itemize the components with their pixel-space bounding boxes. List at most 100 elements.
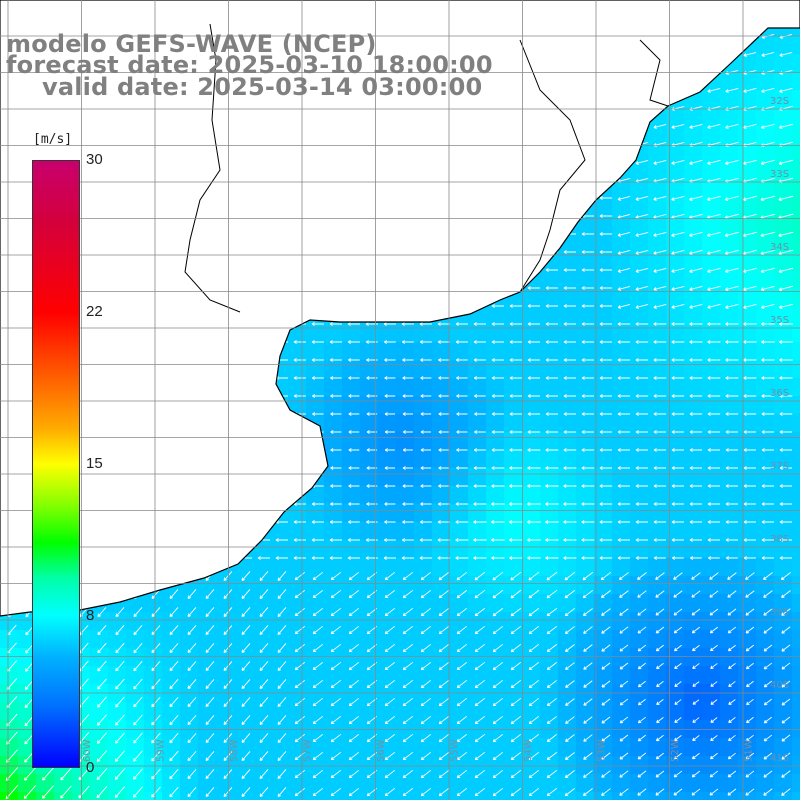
wind-arrow [275,538,289,542]
wind-arrow [474,679,486,689]
wind-arrow [241,697,251,707]
wind-arrow [473,376,486,380]
field-cell [468,558,487,577]
wind-arrow [565,752,575,760]
field-cell [162,774,181,793]
wind-arrow [707,249,721,255]
field-cell [702,486,721,505]
wind-arrow [546,680,557,689]
wind-arrow [420,502,432,506]
wind-arrow [205,751,215,761]
field-cell [450,486,469,505]
wind-arrow [725,358,739,362]
wind-arrow [348,571,360,581]
field-cell [666,702,685,721]
field-cell [342,432,361,451]
wind-arrow [635,394,649,398]
field-cell [540,576,559,595]
wind-arrow [348,661,360,671]
wind-arrow [456,571,468,581]
field-cell [720,396,739,415]
wind-arrow [742,285,757,292]
wind-arrow [763,752,773,760]
field-cell [396,792,415,800]
field-cell [756,612,775,631]
field-cell [594,702,613,721]
field-cell [630,774,649,793]
wind-arrow [510,589,522,599]
field-cell [684,522,703,541]
wind-arrow [565,680,575,688]
field-cell [270,540,289,559]
wind-arrow [456,466,468,470]
wind-arrow [384,571,396,581]
legend-tick-30: 30 [86,151,103,168]
field-cell [576,594,595,613]
field-cell [774,594,793,613]
wind-arrow [293,556,307,560]
wind-arrow [564,607,576,617]
field-cell [486,540,505,559]
field-cell [558,594,577,613]
field-cell [504,558,523,577]
field-cell [450,774,469,793]
wind-arrow [673,626,683,634]
field-cell [684,162,703,181]
wind-arrow [781,680,791,688]
field-cell [630,180,649,199]
field-cell [306,522,325,541]
field-cell [108,666,127,685]
field-cell [468,756,487,775]
wind-arrow [492,643,504,653]
wind-arrow [277,715,287,725]
field-cell [108,774,127,793]
wind-arrow [492,697,504,707]
field-cell [486,360,505,379]
wind-arrow [438,715,450,725]
wind-arrow [707,322,721,326]
wind-arrow [707,376,721,380]
wind-arrow [205,625,215,635]
wind-arrow [528,787,540,797]
wind-arrow [277,769,287,779]
wind-arrow [563,304,577,308]
wind-arrow [599,322,613,326]
field-cell [558,666,577,685]
wind-arrow [241,589,251,599]
wind-arrow [384,787,396,797]
wind-arrow [97,624,107,636]
wind-arrow [781,608,791,616]
wind-arrow [205,787,215,797]
field-cell [792,144,800,163]
field-cell [198,756,217,775]
field-cell [630,630,649,649]
field-cell [576,612,595,631]
wind-arrow [365,556,379,560]
wind-arrow [617,286,631,291]
wind-arrow [583,716,593,724]
wind-arrow [384,715,396,725]
wind-arrow [655,644,664,652]
field-cell [396,774,415,793]
model-title: modelo GEFS-WAVE (NCEP) [6,30,377,58]
wind-arrow [456,589,468,599]
wind-arrow [692,699,700,705]
field-cell [504,702,523,721]
field-cell [540,360,559,379]
field-cell [180,648,199,667]
field-cell [684,666,703,685]
field-cell [792,378,800,397]
field-cell [738,504,757,523]
field-cell [306,630,325,649]
wind-arrow [510,679,522,689]
field-cell [684,432,703,451]
wind-arrow [779,340,793,344]
field-cell [774,36,793,55]
wind-arrow [205,589,215,599]
wind-arrow [581,376,595,380]
field-cell [558,522,577,541]
wind-arrow [564,770,575,779]
field-cell [504,774,523,793]
wind-arrow [312,715,324,725]
field-cell [648,792,667,800]
